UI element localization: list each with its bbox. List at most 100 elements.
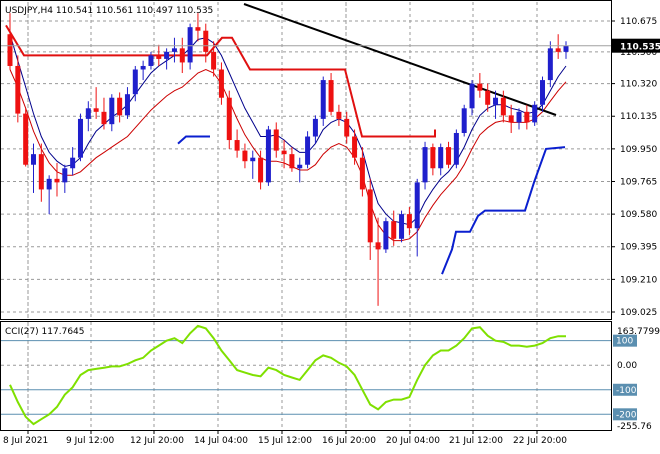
cci-level-label: -200 — [616, 410, 637, 420]
candle-body — [477, 83, 483, 91]
cci-label: CCI(27) 117.7645 — [5, 327, 85, 337]
candle-body — [453, 132, 459, 165]
time-tick-label: 15 Jul 12:00 — [258, 436, 312, 446]
candle-body — [328, 80, 334, 112]
stop-line-red — [5, 24, 436, 138]
candle-body — [414, 182, 420, 229]
candle-body — [320, 80, 326, 119]
candle-body — [469, 83, 475, 109]
candle-body — [555, 48, 561, 52]
candle-body — [438, 147, 444, 169]
candle-body — [289, 154, 295, 169]
candle-body — [15, 65, 21, 114]
cci-level-box — [613, 408, 637, 421]
price-tick-label: 109.765 — [620, 177, 657, 187]
candle-body — [446, 147, 452, 165]
cci-top-label: 163.7799 — [617, 327, 660, 337]
candle-body — [140, 65, 146, 70]
cci-levels — [1, 340, 611, 415]
cci-level-label: -100 — [616, 386, 637, 396]
candle-body — [179, 48, 185, 63]
candle-body — [430, 147, 436, 169]
candle-body — [500, 97, 506, 116]
candle-body — [258, 157, 264, 183]
candle-body — [124, 94, 130, 116]
price-tick-label: 109.210 — [620, 275, 657, 285]
cci-bottom-label: -255.76 — [617, 422, 652, 432]
current-price-label: 110.535 — [620, 43, 660, 53]
cci-level-box — [613, 383, 637, 396]
stop-line-blue-b — [441, 146, 566, 275]
candle-body — [101, 111, 107, 125]
time-tick-label: 16 Jul 20:00 — [322, 436, 376, 446]
time-axis[interactable]: 8 Jul 2021 9 Jul 12:00 12 Jul 20:00 14 Jul … — [3, 430, 567, 446]
candle-body — [399, 214, 405, 239]
cci-zero-label: 0.00 — [617, 361, 637, 371]
candle-body — [281, 150, 287, 155]
chart-header: USDJPY,H4 110.541 110.561 110.497 110.53… — [5, 6, 213, 16]
price-indicators — [5, 3, 567, 275]
cci-pane-frame — [0, 321, 612, 431]
stop-line-blue-a — [177, 135, 210, 145]
candle-body — [461, 108, 467, 133]
candle-body — [422, 147, 428, 183]
candle-body — [563, 45, 569, 52]
candle-body — [273, 129, 279, 151]
candle-body — [367, 189, 373, 243]
time-tick-label: 20 Jul 04:00 — [386, 436, 440, 446]
candle-body — [38, 154, 44, 190]
candle-body — [77, 118, 83, 158]
candle-body — [203, 30, 209, 52]
candle-body — [117, 97, 123, 116]
candle-body — [187, 27, 193, 63]
cci-line — [9, 324, 567, 426]
candle-body — [132, 69, 138, 95]
candle-body — [85, 108, 91, 119]
candle-body — [250, 157, 256, 162]
candle-body — [156, 55, 162, 59]
candle-body — [508, 115, 514, 123]
price-tick-label: 109.025 — [620, 308, 657, 318]
candle-body — [359, 157, 365, 190]
candle-body — [344, 118, 350, 137]
candle-body — [265, 129, 271, 183]
price-tick-label: 109.580 — [620, 210, 657, 220]
candle-body — [195, 27, 201, 31]
price-tick-label: 110.135 — [620, 112, 657, 122]
time-tick-label: 22 Jul 20:00 — [513, 436, 567, 446]
price-tick-label: 109.950 — [620, 145, 657, 155]
moving-average-fast — [9, 34, 567, 226]
time-tick-label: 12 Jul 20:00 — [130, 436, 184, 446]
candle-body — [211, 51, 217, 70]
candle-body — [540, 80, 546, 105]
candle-body — [7, 34, 13, 66]
cci-pane[interactable]: CCI(27) 117.7645 — [0, 321, 612, 431]
candle-body — [23, 113, 29, 165]
candle-body — [70, 157, 76, 169]
candle-body — [336, 111, 342, 119]
price-pane[interactable]: USDJPY,H4 110.541 110.561 110.497 110.53… — [0, 0, 612, 320]
moving-average-slow — [9, 68, 567, 242]
cci-grid — [27, 322, 538, 430]
candle-body — [171, 48, 177, 52]
candle-body — [93, 108, 99, 112]
candle-body — [242, 150, 248, 162]
candle-body — [305, 136, 311, 165]
price-axis[interactable]: 110.675 110.500 110.320 110.135 109.950 109.7… — [611, 17, 660, 318]
candle-body — [218, 69, 224, 98]
candle-body — [164, 51, 170, 59]
candle-body — [46, 178, 52, 190]
candle-body — [485, 90, 491, 105]
candle-body — [297, 164, 303, 169]
time-tick-label: 21 Jul 12:00 — [449, 436, 503, 446]
candlestick-series[interactable] — [7, 13, 569, 306]
time-tick-label: 9 Jul 12:00 — [66, 436, 115, 446]
candle-body — [375, 242, 381, 250]
price-tick-label: 110.500 — [620, 48, 657, 58]
candle-body — [532, 104, 538, 123]
candle-body — [547, 48, 553, 81]
candle-body — [62, 168, 68, 183]
